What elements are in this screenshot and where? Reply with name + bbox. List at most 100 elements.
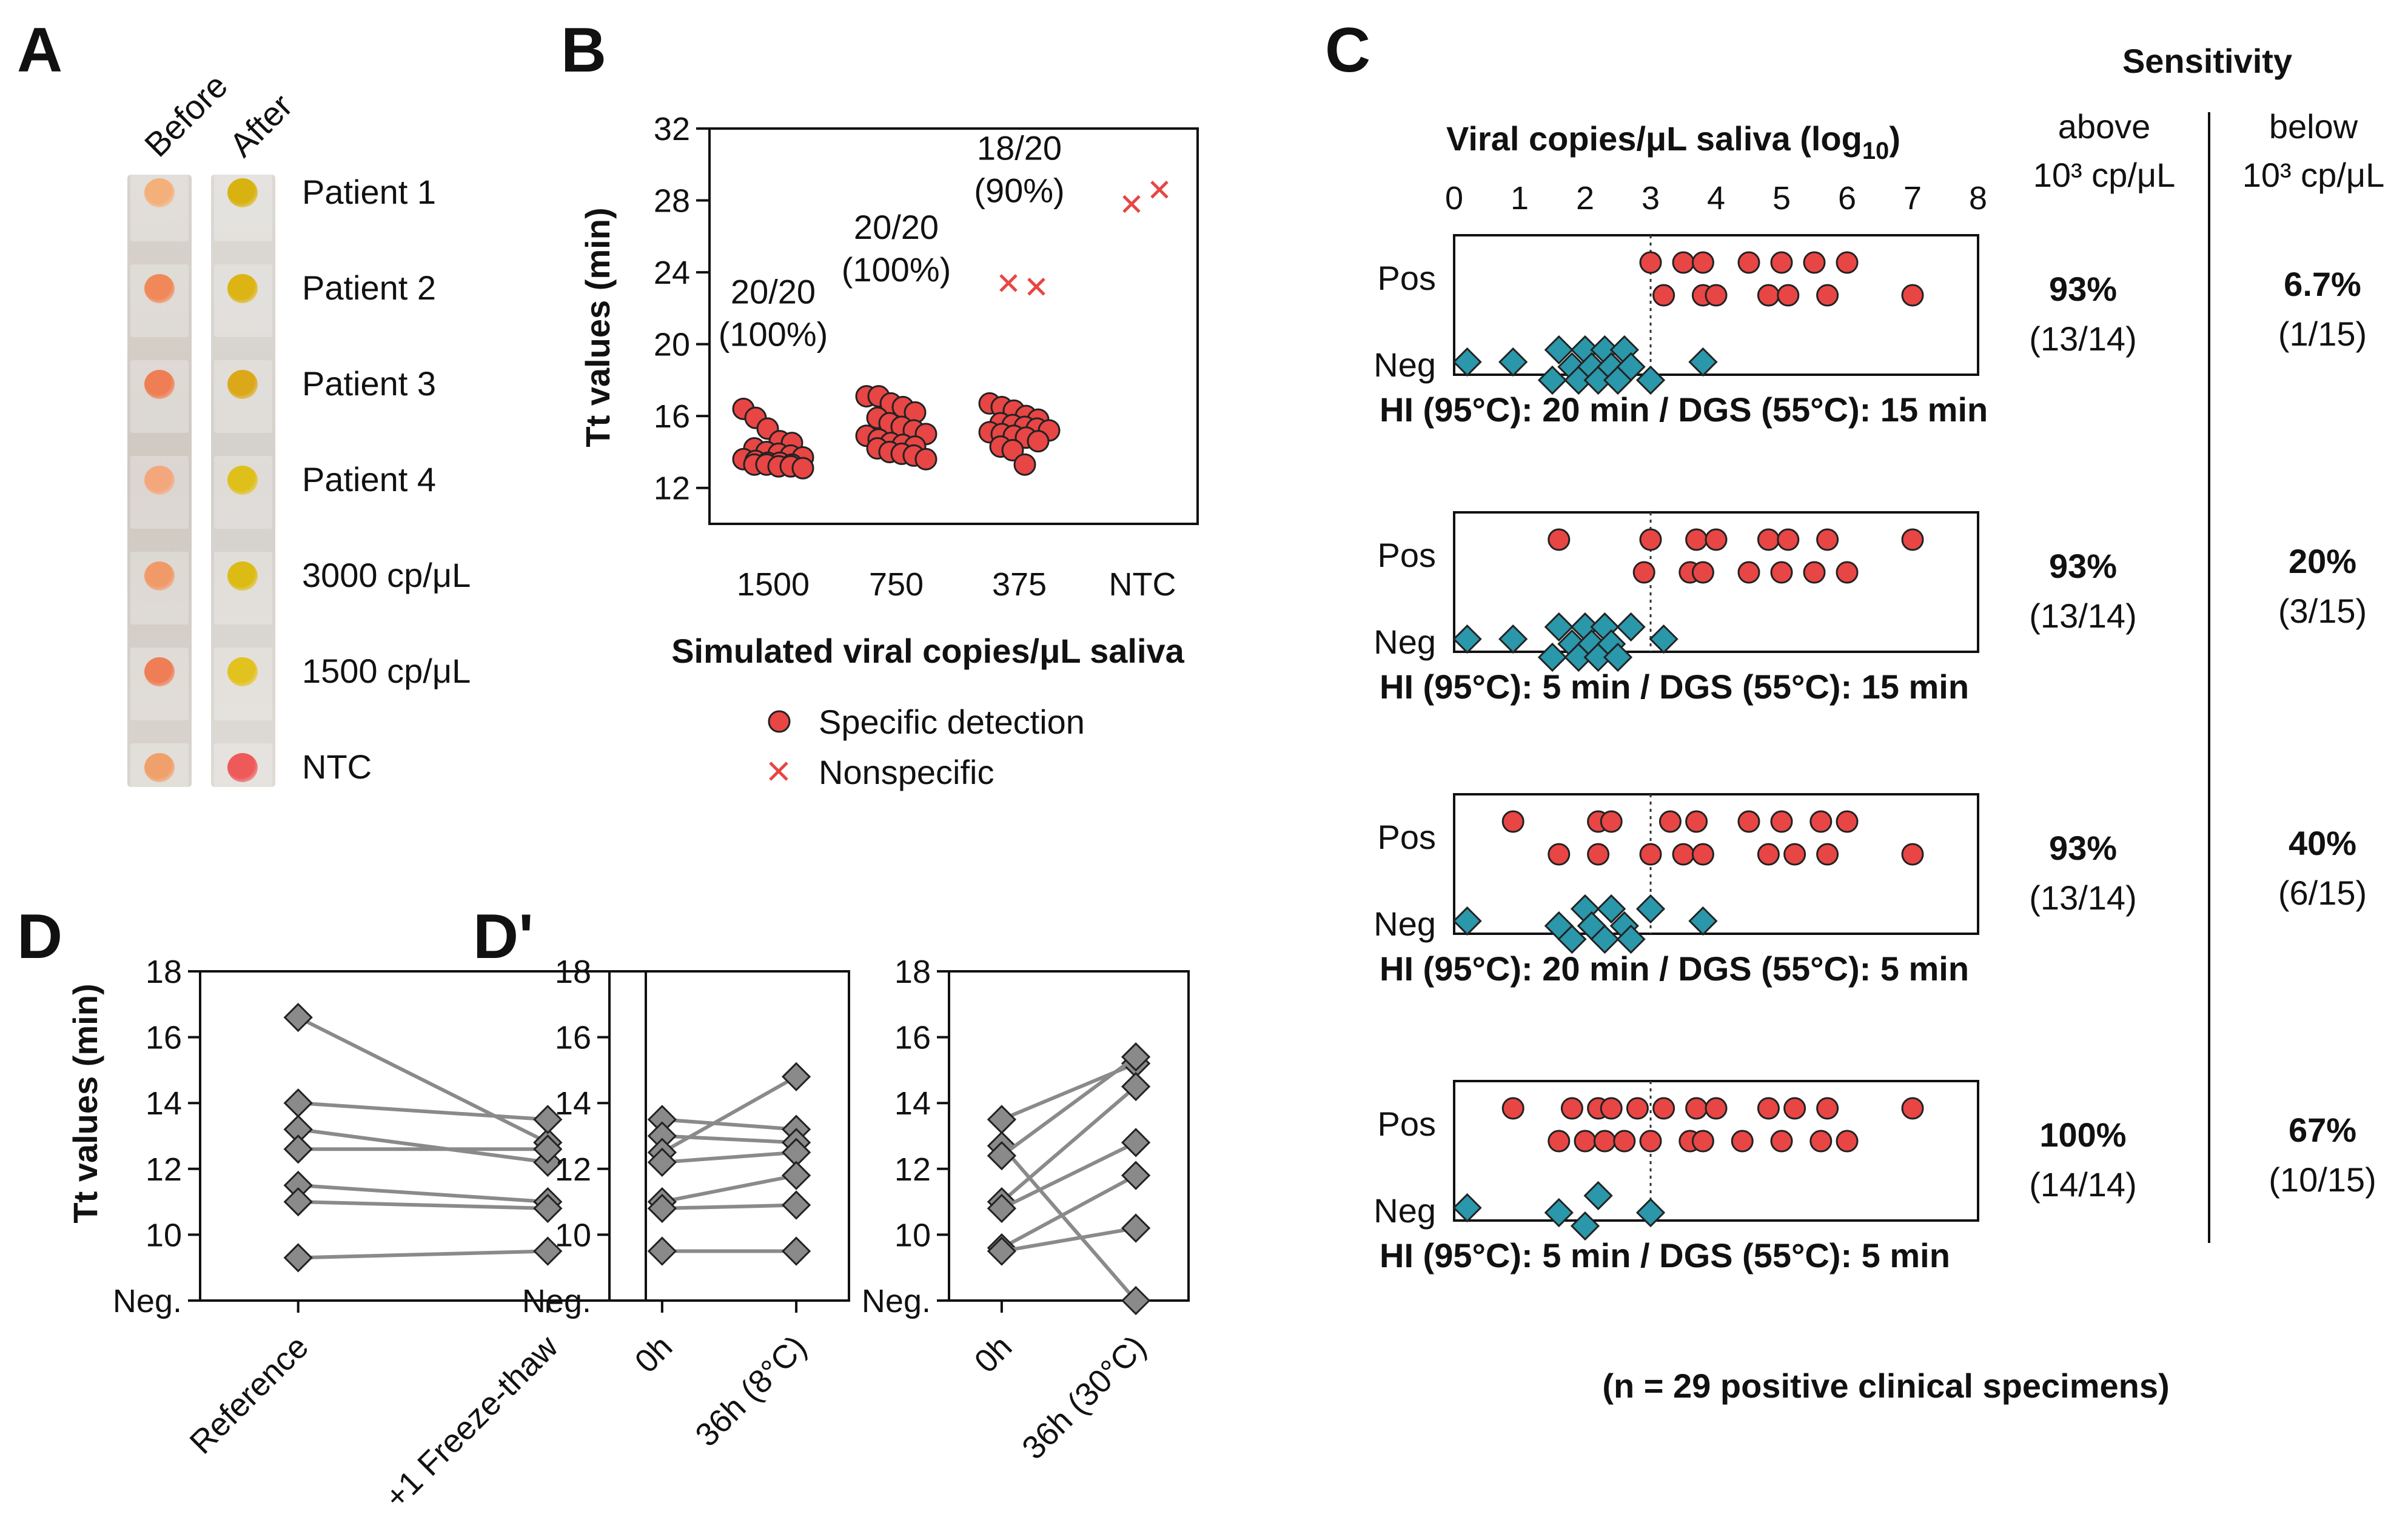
d-pair-line [662, 1150, 797, 1164]
c-negative-point [1649, 624, 1679, 654]
c-positive-point [1639, 1130, 1662, 1153]
c-positive-point [1816, 528, 1839, 551]
c-xtick-label: 8 [1969, 180, 1987, 216]
c-positive-point [1574, 1130, 1597, 1153]
c-positive-point [1652, 1097, 1675, 1120]
c-positive-point [1652, 284, 1675, 307]
c-positive-point [1548, 1130, 1571, 1153]
legend-nonspecific-label: Nonspecific [819, 753, 994, 791]
d-end-point [533, 1193, 563, 1224]
d-xtick-label: Reference [183, 1328, 316, 1461]
d-pair-line [1000, 1085, 1138, 1204]
c-above-percent: 100% [2039, 1116, 2126, 1154]
c-positive-point [1639, 251, 1662, 274]
d-pair-line [662, 1134, 797, 1145]
d-start-point [647, 1236, 677, 1266]
d-pair-line [298, 1101, 548, 1122]
d-ytick-label: 16 [894, 1020, 931, 1056]
c-positive-point [1685, 810, 1708, 833]
c-positive-point [1705, 1097, 1728, 1120]
c-subplot-frame [1453, 234, 1979, 376]
c-negative-point [1452, 906, 1482, 936]
b-annotation-percent: (100%) [842, 250, 951, 289]
c-positive-point [1737, 251, 1760, 274]
b-xtick-label: 375 [992, 566, 1047, 603]
panel-c-subplots: Pos Neg HI (95°C): 20 min / DGS (55°C): 15… [1373, 234, 2376, 1274]
c-negative-point [1635, 365, 1666, 395]
d-xtick-label: 36h (30°C) [1015, 1328, 1153, 1467]
d-ytick-label: 18 [146, 954, 182, 990]
d-pair-line [1001, 1174, 1137, 1250]
before-well-4 [144, 466, 175, 495]
c-positive-point [1639, 843, 1662, 866]
panel-c-x-axis: 0 1 2 3 4 5 6 7 8 [1445, 180, 1987, 216]
d-ytick-label: 12 [146, 1151, 182, 1188]
d-pair-line [298, 1249, 548, 1260]
c-positive-point [1560, 1097, 1583, 1120]
b-annotation-count: 18/20 [977, 129, 1062, 167]
c-positive-point [1757, 528, 1780, 551]
panel-b: B Tt values (min) Simulated viral copies… [561, 15, 1199, 791]
d-pair-line [662, 1117, 797, 1131]
c-positive-point [1783, 843, 1806, 866]
d-start-point [283, 1088, 313, 1118]
c-positive-point [1501, 810, 1524, 833]
b-xtick-label: NTC [1109, 566, 1176, 603]
c-positive-point [1501, 1097, 1524, 1120]
c-positive-point [1593, 1130, 1616, 1153]
c-negative-point [1498, 347, 1528, 377]
before-well-1 [144, 178, 175, 207]
c-subplot-title: HI (95°C): 20 min / DGS (55°C): 15 min [1380, 390, 1988, 429]
b-ytick-label: 16 [654, 398, 690, 435]
c-xtick-label: 6 [1838, 180, 1856, 216]
c-subplot-frame [1453, 1080, 1979, 1222]
d-pair-line [297, 1016, 549, 1145]
c-subplot-4: Pos Neg HI (95°C): 5 min / DGS (55°C): 5 m… [1373, 1080, 2376, 1274]
after-label: After [222, 86, 300, 164]
c-positive-point [1600, 1097, 1623, 1120]
c-negative-point [1452, 1193, 1482, 1223]
b-annotation-count: 20/20 [854, 208, 939, 246]
d-ytick-label: 16 [146, 1020, 182, 1056]
c-above-fraction: (13/14) [2029, 597, 2136, 635]
c-positive-point [1639, 528, 1662, 551]
d-end-point [1121, 1042, 1151, 1072]
c-positive-point [1658, 810, 1682, 833]
c-positive-point [1691, 1130, 1714, 1153]
sensitivity-title: Sensitivity [2122, 42, 2292, 80]
c-positive-point [1901, 1097, 1924, 1120]
after-well-1 [227, 178, 258, 207]
d-ytick-label: 18 [555, 954, 591, 990]
c-row-label-pos: Pos [1378, 818, 1437, 856]
d-pair-line [662, 1203, 797, 1210]
c-negative-point [1537, 365, 1568, 395]
c-xtick-label: 7 [1903, 180, 1922, 216]
d-end-point [781, 1161, 811, 1190]
c-row-label-neg: Neg [1373, 346, 1436, 384]
b-xtick-label: 1500 [737, 566, 810, 603]
c-subplot-3: Pos Neg HI (95°C): 20 min / DGS (55°C): 5 … [1373, 793, 2367, 988]
d-start-point [283, 1134, 313, 1164]
panel-b-ylabel: Tt values (min) [579, 207, 617, 447]
c-positive-point [1737, 561, 1760, 584]
c-subplot-frame [1453, 793, 1979, 935]
before-well-5 [144, 561, 175, 591]
c-negative-point [1616, 612, 1646, 642]
d-end-point [1121, 1213, 1151, 1243]
c-positive-point [1757, 1097, 1780, 1120]
d-end-point [533, 1134, 563, 1164]
d-ytick-label: 14 [555, 1085, 591, 1122]
after-well-7 [227, 753, 258, 782]
d-pair-line [298, 1183, 548, 1204]
d-pair-line [1000, 1144, 1138, 1302]
c-positive-point [1901, 284, 1924, 307]
b-nonspecific-point [1150, 180, 1169, 199]
c-subplot-frame [1453, 511, 1979, 653]
b-annotation-count: 20/20 [731, 273, 816, 311]
c-positive-point [1548, 843, 1571, 866]
panel-letter-c: C [1325, 15, 1370, 85]
c-negative-point [1688, 347, 1718, 377]
c-positive-point [1777, 528, 1800, 551]
c-row-label-neg: Neg [1373, 1191, 1436, 1230]
c-below-fraction: (1/15) [2278, 315, 2367, 353]
